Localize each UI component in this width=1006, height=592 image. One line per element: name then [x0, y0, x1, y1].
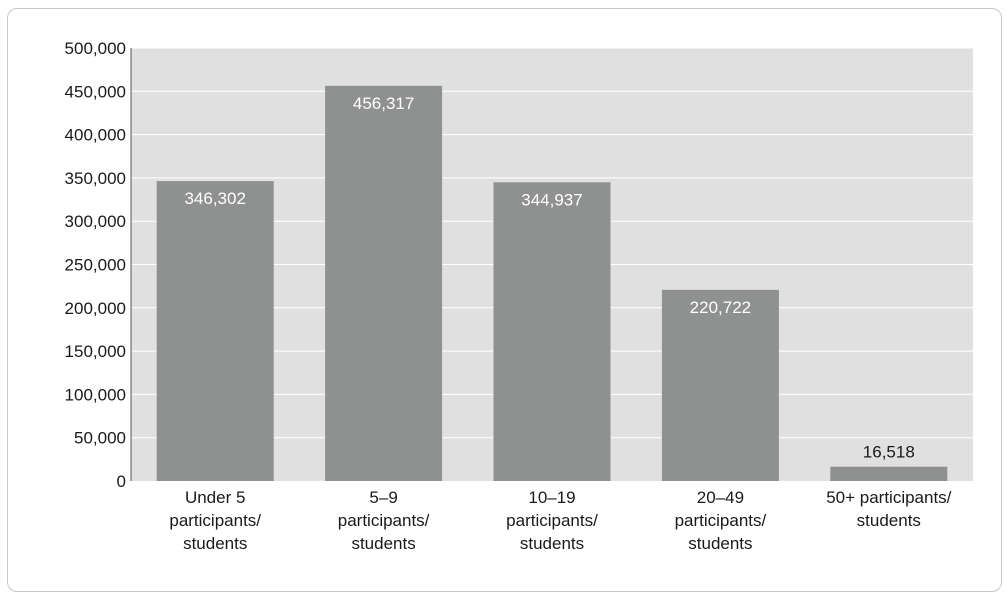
bar-value-label: 220,722 — [690, 298, 751, 317]
x-tick-label: students — [857, 511, 921, 530]
x-tick-label: Under 5 — [185, 488, 245, 507]
x-tick-label: 50+ participants/ — [826, 488, 951, 507]
y-tick-label: 150,000 — [65, 342, 126, 361]
y-tick-label: 250,000 — [65, 256, 126, 275]
x-tick-label: 5–9 — [369, 488, 397, 507]
bar-value-label: 346,302 — [184, 189, 245, 208]
bar — [493, 182, 611, 482]
x-axis: Under 5 participants/students 5–9 participa… — [169, 488, 951, 553]
y-tick-label: 500,000 — [65, 39, 126, 58]
x-tick-label: students — [183, 534, 247, 553]
y-tick-label: 450,000 — [65, 82, 126, 101]
bar-value-labels: 346,302 456,317 344,937 220,722 16,518 — [184, 94, 914, 462]
x-tick-label: participants/ — [506, 511, 598, 530]
y-tick-label: 300,000 — [65, 212, 126, 231]
bar — [156, 181, 274, 481]
x-tick-label: participants/ — [675, 511, 767, 530]
y-tick-label: 100,000 — [65, 385, 126, 404]
x-tick-label: participants/ — [338, 511, 430, 530]
y-tick-label: 350,000 — [65, 169, 126, 188]
x-tick-label: participants/ — [169, 511, 261, 530]
x-tick-label: students — [688, 534, 752, 553]
x-tick-label: students — [351, 534, 415, 553]
x-tick-label: 10–19 — [528, 488, 575, 507]
x-tick-label: 20–49 — [697, 488, 744, 507]
y-tick-label: 50,000 — [74, 429, 126, 448]
bar — [325, 85, 443, 482]
y-tick-label: 400,000 — [65, 126, 126, 145]
bar — [830, 466, 948, 481]
y-tick-label: 200,000 — [65, 299, 126, 318]
bar-value-label: 16,518 — [863, 443, 915, 462]
bar-value-label: 344,937 — [521, 190, 582, 209]
y-axis: 0 50,000 100,000 150,000 200,000 250,000 300,0… — [65, 39, 132, 491]
bars — [156, 85, 948, 482]
bar-value-label: 456,317 — [353, 94, 414, 113]
y-tick-label: 0 — [117, 472, 126, 491]
bar — [661, 289, 779, 481]
x-tick-label: students — [520, 534, 584, 553]
